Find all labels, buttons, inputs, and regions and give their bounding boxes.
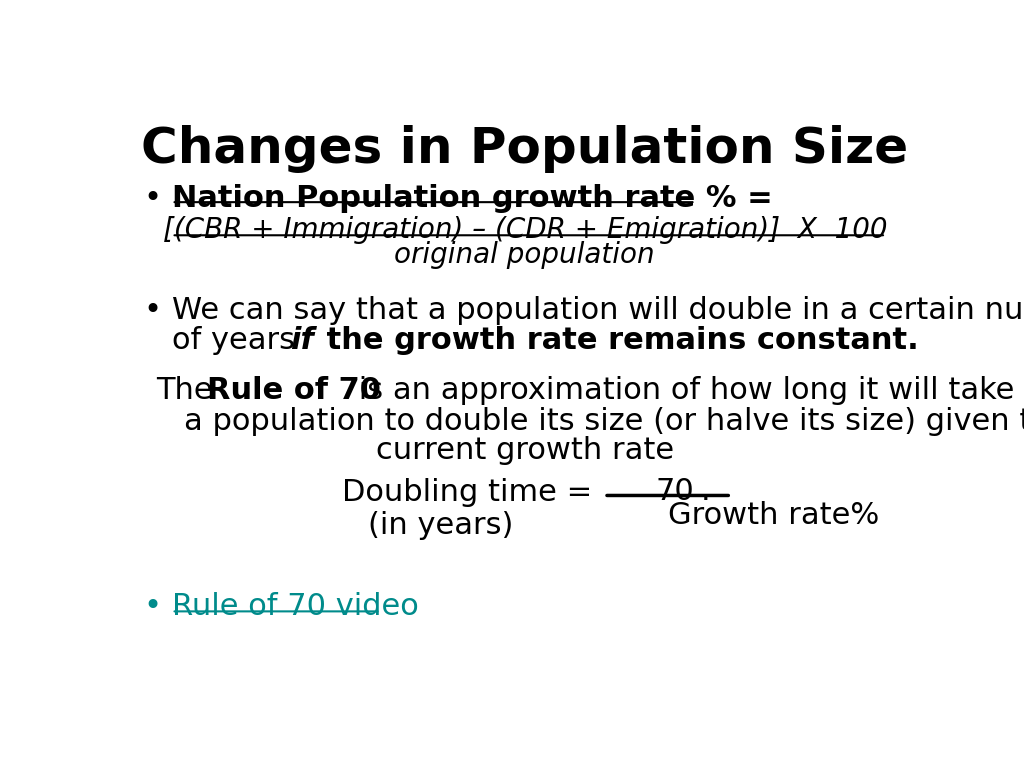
Text: current growth rate: current growth rate bbox=[376, 436, 674, 465]
Text: original population: original population bbox=[394, 241, 655, 269]
Text: Growth rate%: Growth rate% bbox=[668, 502, 879, 531]
Text: .: . bbox=[701, 476, 711, 505]
Text: We can say that a population will double in a certain number: We can say that a population will double… bbox=[172, 296, 1024, 325]
Text: •: • bbox=[143, 296, 162, 325]
Text: Changes in Population Size: Changes in Population Size bbox=[141, 124, 908, 173]
Text: Rule of 70 video: Rule of 70 video bbox=[172, 592, 419, 621]
Text: The: The bbox=[156, 376, 222, 405]
Text: if: if bbox=[290, 326, 313, 355]
Text: is an approximation of how long it will take for: is an approximation of how long it will … bbox=[348, 376, 1024, 405]
Text: (in years): (in years) bbox=[368, 511, 513, 540]
Text: Doubling time =: Doubling time = bbox=[342, 478, 593, 507]
Text: Nation Population growth rate % =: Nation Population growth rate % = bbox=[172, 184, 772, 213]
Text: a population to double its size (or halve its size) given the: a population to double its size (or halv… bbox=[183, 407, 1024, 435]
Text: Rule of 70: Rule of 70 bbox=[207, 376, 381, 405]
Text: the growth rate remains constant.: the growth rate remains constant. bbox=[316, 326, 919, 355]
Text: •: • bbox=[143, 592, 162, 621]
Text: •: • bbox=[143, 184, 162, 213]
Text: 70: 70 bbox=[655, 476, 694, 505]
Text: [(CBR + Immigration) – (CDR + Emigration)]  X  100: [(CBR + Immigration) – (CDR + Emigration… bbox=[163, 217, 887, 244]
Text: of years: of years bbox=[172, 326, 304, 355]
